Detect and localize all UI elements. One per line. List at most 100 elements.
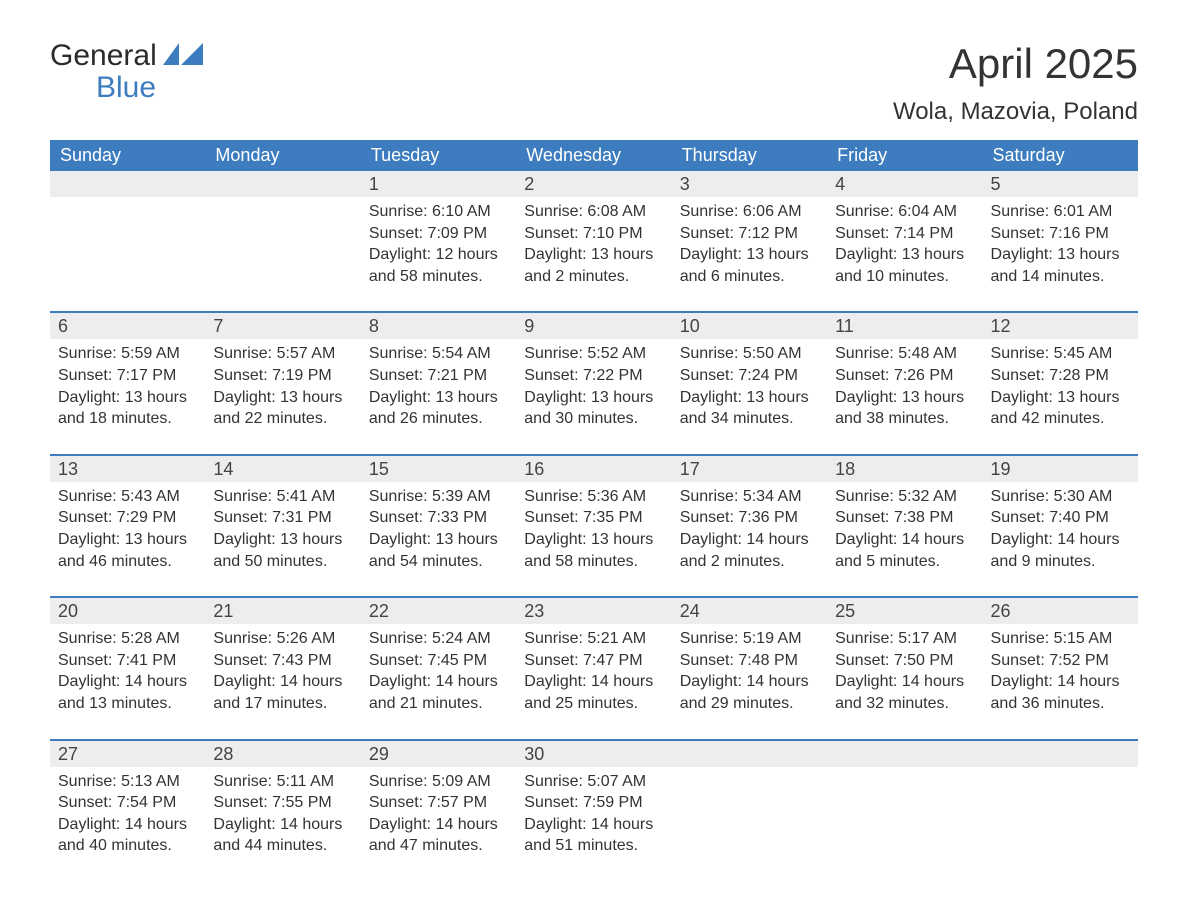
day-number: 19 [983,456,1138,482]
sunrise-text: Sunrise: 5:13 AM [58,771,197,793]
sunrise-text: Sunrise: 5:41 AM [213,486,352,508]
sunrise-text: Sunrise: 5:26 AM [213,628,352,650]
day-data: Sunrise: 6:06 AMSunset: 7:12 PMDaylight:… [672,197,827,311]
sunset-text: Sunset: 7:09 PM [369,223,508,245]
sunset-text: Sunset: 7:36 PM [680,507,819,529]
sunset-text: Sunset: 7:19 PM [213,365,352,387]
day-data: Sunrise: 5:43 AMSunset: 7:29 PMDaylight:… [50,482,205,596]
daylight-text: Daylight: 14 hours and 21 minutes. [369,671,508,714]
day-number: 27 [50,741,205,767]
daylight-text: Daylight: 14 hours and 51 minutes. [524,814,663,857]
day-data: Sunrise: 5:36 AMSunset: 7:35 PMDaylight:… [516,482,671,596]
day-number: 25 [827,598,982,624]
sunrise-text: Sunrise: 5:52 AM [524,343,663,365]
sunset-text: Sunset: 7:35 PM [524,507,663,529]
sunrise-text: Sunrise: 5:36 AM [524,486,663,508]
day-data: Sunrise: 5:17 AMSunset: 7:50 PMDaylight:… [827,624,982,738]
logo-text: General Blue [50,40,203,103]
sunset-text: Sunset: 7:22 PM [524,365,663,387]
day-number: 9 [516,313,671,339]
daylight-text: Daylight: 13 hours and 10 minutes. [835,244,974,287]
calendar-cell: 22Sunrise: 5:24 AMSunset: 7:45 PMDayligh… [361,597,516,739]
logo-general: General [50,39,157,72]
day-data: Sunrise: 6:04 AMSunset: 7:14 PMDaylight:… [827,197,982,311]
daylight-text: Daylight: 13 hours and 14 minutes. [991,244,1130,287]
sunrise-text: Sunrise: 6:06 AM [680,201,819,223]
col-monday: Monday [205,140,360,171]
daylight-text: Daylight: 14 hours and 40 minutes. [58,814,197,857]
calendar-table: Sunday Monday Tuesday Wednesday Thursday… [50,140,1138,881]
day-number: 7 [205,313,360,339]
sunset-text: Sunset: 7:10 PM [524,223,663,245]
day-data: Sunrise: 5:07 AMSunset: 7:59 PMDaylight:… [516,767,671,881]
day-data: Sunrise: 5:50 AMSunset: 7:24 PMDaylight:… [672,339,827,453]
calendar-row: 1Sunrise: 6:10 AMSunset: 7:09 PMDaylight… [50,171,1138,312]
daylight-text: Daylight: 14 hours and 25 minutes. [524,671,663,714]
daylight-text: Daylight: 13 hours and 2 minutes. [524,244,663,287]
daylight-text: Daylight: 14 hours and 13 minutes. [58,671,197,714]
sunset-text: Sunset: 7:59 PM [524,792,663,814]
day-number: 5 [983,171,1138,197]
col-sunday: Sunday [50,140,205,171]
sunset-text: Sunset: 7:55 PM [213,792,352,814]
calendar-cell: 2Sunrise: 6:08 AMSunset: 7:10 PMDaylight… [516,171,671,312]
day-data: Sunrise: 5:21 AMSunset: 7:47 PMDaylight:… [516,624,671,738]
day-number: 1 [361,171,516,197]
day-data: Sunrise: 5:19 AMSunset: 7:48 PMDaylight:… [672,624,827,738]
day-number: 30 [516,741,671,767]
daylight-text: Daylight: 13 hours and 46 minutes. [58,529,197,572]
col-friday: Friday [827,140,982,171]
sunrise-text: Sunrise: 5:50 AM [680,343,819,365]
day-number: 13 [50,456,205,482]
sunset-text: Sunset: 7:41 PM [58,650,197,672]
sunrise-text: Sunrise: 5:34 AM [680,486,819,508]
logo: General Blue [50,40,203,103]
calendar-cell: 10Sunrise: 5:50 AMSunset: 7:24 PMDayligh… [672,312,827,454]
calendar-cell: 15Sunrise: 5:39 AMSunset: 7:33 PMDayligh… [361,455,516,597]
day-number: 3 [672,171,827,197]
calendar-cell: 19Sunrise: 5:30 AMSunset: 7:40 PMDayligh… [983,455,1138,597]
calendar-row: 20Sunrise: 5:28 AMSunset: 7:41 PMDayligh… [50,597,1138,739]
calendar-row: 6Sunrise: 5:59 AMSunset: 7:17 PMDaylight… [50,312,1138,454]
calendar-cell: 27Sunrise: 5:13 AMSunset: 7:54 PMDayligh… [50,740,205,881]
calendar-row: 13Sunrise: 5:43 AMSunset: 7:29 PMDayligh… [50,455,1138,597]
day-number: 2 [516,171,671,197]
daylight-text: Daylight: 14 hours and 44 minutes. [213,814,352,857]
logo-flag-icon [163,39,203,72]
col-wednesday: Wednesday [516,140,671,171]
sunset-text: Sunset: 7:48 PM [680,650,819,672]
day-number: 23 [516,598,671,624]
calendar-cell: 17Sunrise: 5:34 AMSunset: 7:36 PMDayligh… [672,455,827,597]
sunrise-text: Sunrise: 6:10 AM [369,201,508,223]
col-tuesday: Tuesday [361,140,516,171]
daylight-text: Daylight: 14 hours and 5 minutes. [835,529,974,572]
calendar-cell: 11Sunrise: 5:48 AMSunset: 7:26 PMDayligh… [827,312,982,454]
day-data: Sunrise: 5:09 AMSunset: 7:57 PMDaylight:… [361,767,516,881]
day-data: Sunrise: 5:34 AMSunset: 7:36 PMDaylight:… [672,482,827,596]
daylight-text: Daylight: 13 hours and 54 minutes. [369,529,508,572]
day-number: 29 [361,741,516,767]
calendar-cell: 13Sunrise: 5:43 AMSunset: 7:29 PMDayligh… [50,455,205,597]
day-data [672,767,827,879]
day-number: 20 [50,598,205,624]
calendar-cell [827,740,982,881]
sunset-text: Sunset: 7:31 PM [213,507,352,529]
daylight-text: Daylight: 13 hours and 30 minutes. [524,387,663,430]
daylight-text: Daylight: 12 hours and 58 minutes. [369,244,508,287]
calendar-cell: 3Sunrise: 6:06 AMSunset: 7:12 PMDaylight… [672,171,827,312]
daylight-text: Daylight: 13 hours and 42 minutes. [991,387,1130,430]
sunset-text: Sunset: 7:38 PM [835,507,974,529]
calendar-cell [672,740,827,881]
daylight-text: Daylight: 13 hours and 38 minutes. [835,387,974,430]
day-data [827,767,982,879]
day-number: 11 [827,313,982,339]
day-data: Sunrise: 5:59 AMSunset: 7:17 PMDaylight:… [50,339,205,453]
sunrise-text: Sunrise: 5:45 AM [991,343,1130,365]
calendar-cell: 8Sunrise: 5:54 AMSunset: 7:21 PMDaylight… [361,312,516,454]
daylight-text: Daylight: 13 hours and 18 minutes. [58,387,197,430]
sunrise-text: Sunrise: 5:59 AM [58,343,197,365]
sunrise-text: Sunrise: 5:09 AM [369,771,508,793]
day-data: Sunrise: 5:24 AMSunset: 7:45 PMDaylight:… [361,624,516,738]
daylight-text: Daylight: 13 hours and 58 minutes. [524,529,663,572]
sunset-text: Sunset: 7:29 PM [58,507,197,529]
